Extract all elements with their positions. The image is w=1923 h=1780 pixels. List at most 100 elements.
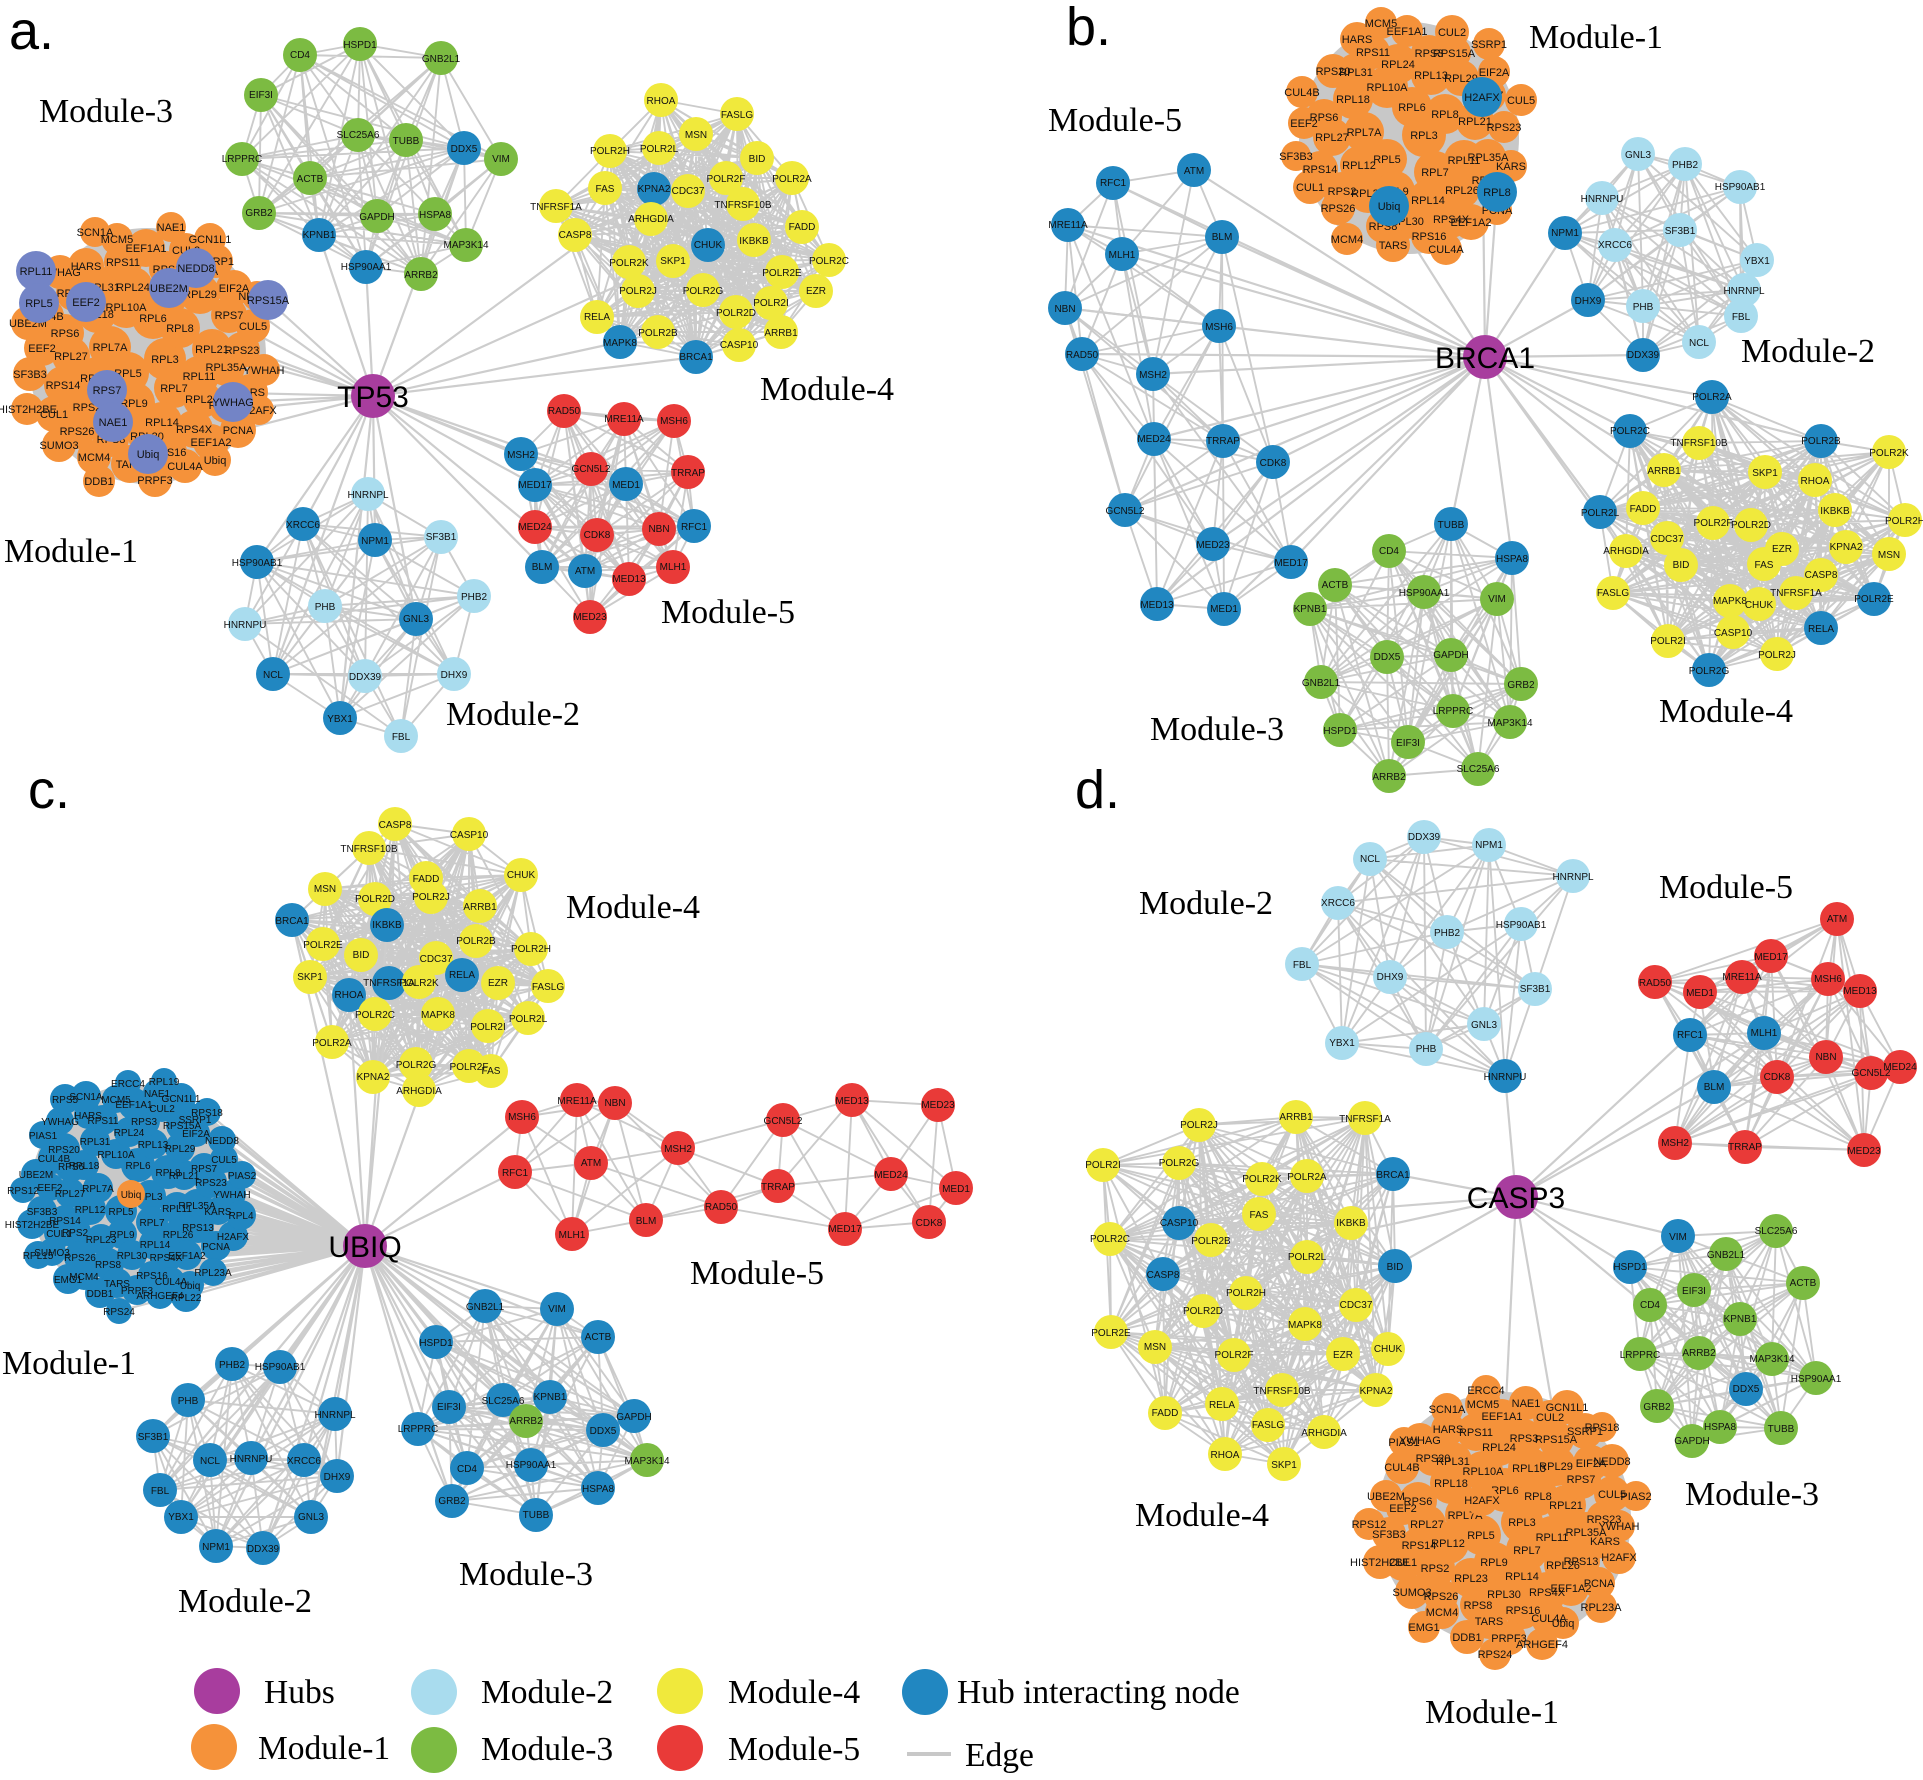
svg-text:SF3B1: SF3B1	[1520, 984, 1551, 995]
svg-text:KARS: KARS	[204, 1207, 232, 1218]
svg-text:Module-1: Module-1	[1425, 1694, 1559, 1731]
svg-text:RPL8: RPL8	[1431, 109, 1459, 121]
svg-text:RPL26: RPL26	[185, 394, 219, 406]
svg-text:MED17: MED17	[1274, 558, 1308, 569]
svg-text:RPL7A: RPL7A	[82, 1184, 114, 1195]
svg-text:FBL: FBL	[1732, 312, 1751, 323]
svg-text:TNFRSF1A: TNFRSF1A	[1770, 588, 1822, 599]
svg-text:CHUK: CHUK	[1374, 1344, 1403, 1355]
svg-text:MRE11A: MRE11A	[1048, 220, 1088, 231]
svg-text:BRCA1: BRCA1	[275, 916, 309, 927]
svg-text:TUBB: TUBB	[1768, 1424, 1795, 1435]
svg-text:Module-4: Module-4	[728, 1674, 860, 1711]
svg-text:CDC37: CDC37	[1340, 1300, 1373, 1311]
svg-text:RPL27: RPL27	[54, 351, 88, 363]
svg-text:RPL15: RPL15	[23, 1251, 54, 1262]
svg-text:RPL5: RPL5	[1467, 1530, 1495, 1542]
svg-text:RPL12: RPL12	[1431, 1538, 1465, 1550]
svg-text:DDB1: DDB1	[84, 476, 113, 488]
svg-text:RPL10A: RPL10A	[1463, 1466, 1505, 1478]
svg-text:SLC25A6: SLC25A6	[1755, 1226, 1798, 1237]
svg-text:XRCC6: XRCC6	[286, 520, 320, 531]
svg-text:EEF1A1: EEF1A1	[1387, 26, 1428, 38]
svg-text:RPL21: RPL21	[1458, 116, 1492, 128]
svg-text:RPL21: RPL21	[195, 344, 229, 356]
svg-text:DHX9: DHX9	[441, 670, 468, 681]
svg-text:NEDD8: NEDD8	[205, 1136, 239, 1147]
svg-text:RPL10A: RPL10A	[1367, 82, 1409, 94]
svg-text:PHB: PHB	[1633, 302, 1654, 313]
svg-text:POLR2G: POLR2G	[396, 1060, 437, 1071]
svg-text:HSPD1: HSPD1	[419, 1338, 453, 1349]
svg-text:TNFRSF10B: TNFRSF10B	[1253, 1386, 1311, 1397]
svg-text:HSP90AA1: HSP90AA1	[506, 1460, 557, 1471]
svg-text:CASP3: CASP3	[1467, 1182, 1565, 1215]
svg-text:RELA: RELA	[1808, 624, 1834, 635]
svg-text:POLR2D: POLR2D	[1183, 1306, 1223, 1317]
svg-text:RPL9: RPL9	[109, 1230, 134, 1241]
svg-text:NCL: NCL	[1689, 338, 1709, 349]
svg-text:PRPF3: PRPF3	[137, 475, 172, 487]
svg-text:MED13: MED13	[835, 1096, 869, 1107]
svg-text:ARHGDIA: ARHGDIA	[1603, 546, 1649, 557]
svg-text:EIF2A: EIF2A	[219, 283, 250, 295]
svg-text:RPL21: RPL21	[1549, 1500, 1583, 1512]
svg-text:POLR2D: POLR2D	[355, 894, 395, 905]
svg-text:EIF3I: EIF3I	[249, 90, 273, 101]
svg-text:ERCC4: ERCC4	[1467, 1385, 1504, 1397]
svg-text:VIM: VIM	[1669, 1232, 1687, 1243]
svg-text:POLR2J: POLR2J	[412, 892, 450, 903]
svg-text:POLR2G: POLR2G	[1689, 666, 1730, 677]
svg-text:TARS: TARS	[1475, 1616, 1504, 1628]
svg-text:H2AFX: H2AFX	[1464, 1495, 1500, 1507]
svg-text:TNFRSF1A: TNFRSF1A	[363, 978, 415, 989]
svg-text:RPL9: RPL9	[120, 398, 148, 410]
svg-text:CD4: CD4	[1379, 546, 1399, 557]
svg-text:RPL10A: RPL10A	[97, 1150, 135, 1161]
svg-text:ARRB1: ARRB1	[1647, 466, 1681, 477]
svg-text:HNRNPL: HNRNPL	[1552, 872, 1594, 883]
svg-text:HSPD1: HSPD1	[343, 40, 377, 51]
svg-text:POLR2E: POLR2E	[303, 940, 343, 951]
svg-text:RPL30: RPL30	[117, 1251, 148, 1262]
svg-text:SSRP1: SSRP1	[1567, 1426, 1603, 1438]
svg-text:POLR2A: POLR2A	[1287, 1172, 1327, 1183]
svg-text:PCNA: PCNA	[1584, 1578, 1615, 1590]
svg-text:SF3B1: SF3B1	[1665, 226, 1696, 237]
svg-text:DDX39: DDX39	[1627, 350, 1660, 361]
svg-text:RPL5: RPL5	[1373, 154, 1401, 166]
svg-text:Module-2: Module-2	[1139, 885, 1273, 922]
svg-text:Module-1: Module-1	[2, 1345, 136, 1382]
svg-text:RPL13: RPL13	[1512, 1463, 1546, 1475]
svg-text:DHX9: DHX9	[1377, 972, 1404, 983]
svg-text:RPS11: RPS11	[1356, 47, 1390, 59]
svg-text:RPS23: RPS23	[1487, 122, 1522, 134]
svg-text:GNB2L1: GNB2L1	[1302, 678, 1341, 689]
svg-text:PIAS2: PIAS2	[228, 1171, 257, 1182]
svg-text:FBL: FBL	[1293, 960, 1312, 971]
svg-text:MED17: MED17	[828, 1224, 862, 1235]
svg-text:MCM5: MCM5	[101, 1095, 131, 1106]
svg-text:POLR2I: POLR2I	[470, 1022, 506, 1033]
svg-text:PIAS1: PIAS1	[29, 1131, 58, 1142]
svg-text:RPS18: RPS18	[1585, 1422, 1620, 1434]
svg-text:GNL3: GNL3	[298, 1512, 325, 1523]
svg-text:EMG1: EMG1	[1408, 1622, 1439, 1634]
svg-text:RPS20: RPS20	[1316, 66, 1351, 78]
svg-text:CUL1: CUL1	[40, 409, 68, 421]
svg-text:MSN: MSN	[685, 130, 707, 141]
svg-text:MED1: MED1	[612, 480, 640, 491]
svg-text:Ubiq: Ubiq	[1378, 201, 1401, 213]
svg-text:XRCC6: XRCC6	[287, 1456, 321, 1467]
svg-text:RPL7: RPL7	[139, 1218, 164, 1229]
svg-text:POLR2J: POLR2J	[619, 286, 657, 297]
svg-text:EZR: EZR	[806, 286, 826, 297]
svg-text:H2AFX: H2AFX	[217, 1232, 250, 1243]
svg-text:KPNA2: KPNA2	[357, 1072, 390, 1083]
svg-text:ATM: ATM	[1827, 914, 1847, 925]
svg-text:RPS8: RPS8	[1464, 1600, 1493, 1612]
svg-text:HNRNPU: HNRNPU	[230, 1454, 273, 1465]
svg-text:Ubiq: Ubiq	[204, 455, 227, 467]
svg-text:RPL21: RPL21	[169, 1171, 200, 1182]
svg-text:CDK8: CDK8	[1764, 1072, 1791, 1083]
